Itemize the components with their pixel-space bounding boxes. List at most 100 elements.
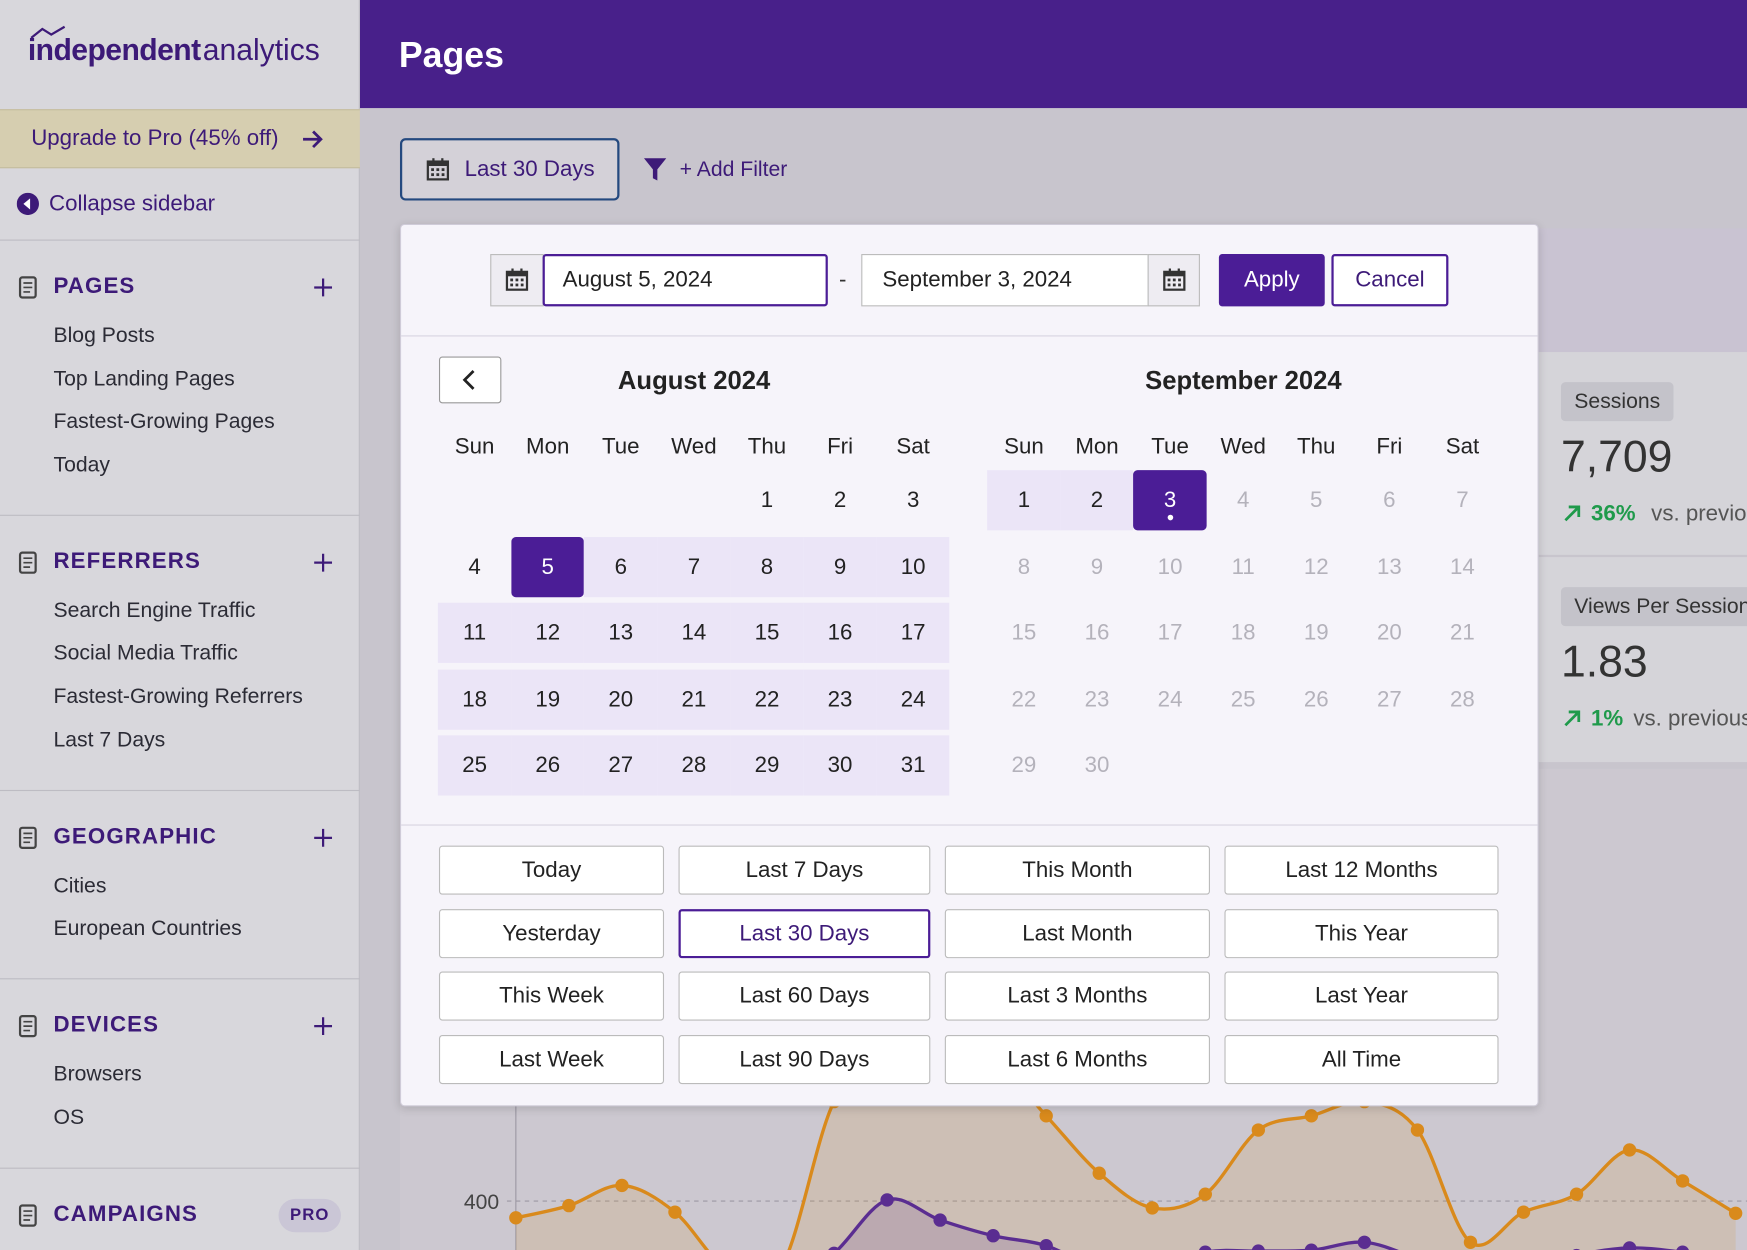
nav-item[interactable]: Cities xyxy=(53,874,107,898)
day-cell[interactable]: 8 xyxy=(730,537,804,598)
preset-button[interactable]: Last 60 Days xyxy=(678,971,931,1021)
preset-button[interactable]: This Month xyxy=(944,845,1210,895)
nav-item[interactable]: Browsers xyxy=(53,1063,142,1087)
preset-button[interactable]: Last Week xyxy=(438,1035,665,1085)
date-range-label[interactable]: Last 30 Days xyxy=(464,157,595,182)
day-cell[interactable]: 26 xyxy=(511,735,585,796)
day-cell[interactable]: 31 xyxy=(876,735,950,796)
nav-item[interactable]: Last 7 Days xyxy=(53,728,166,752)
day-cell[interactable]: 15 xyxy=(730,602,804,663)
day-cell[interactable]: 6 xyxy=(584,537,658,598)
picker-header-divider xyxy=(401,335,1538,337)
data-point xyxy=(1092,1166,1106,1180)
prev-month-button[interactable] xyxy=(438,356,502,404)
preset-button[interactable]: This Year xyxy=(1224,909,1499,959)
stat-change: 36% xyxy=(1591,501,1636,526)
day-cell[interactable]: 1 xyxy=(760,487,774,512)
add-button-glyph xyxy=(314,828,333,847)
apply-button[interactable]: Apply xyxy=(1218,254,1325,307)
day-cell: 10 xyxy=(1157,554,1183,579)
nav-item[interactable]: Social Media Traffic xyxy=(53,642,238,666)
day-cell: 8 xyxy=(1017,554,1031,579)
nav-item[interactable]: Fastest-Growing Pages xyxy=(53,410,275,434)
cancel-button[interactable]: Cancel xyxy=(1331,254,1449,307)
day-cell[interactable]: 20 xyxy=(584,669,658,730)
day-cell[interactable]: 23 xyxy=(803,669,877,730)
preset-button[interactable]: Last 7 Days xyxy=(678,845,931,895)
day-cell[interactable]: 3 xyxy=(1133,470,1207,531)
page-title: Pages xyxy=(398,34,504,75)
day-cell[interactable]: 29 xyxy=(730,735,804,796)
preset-button[interactable]: This Week xyxy=(438,971,665,1021)
day-cell: 14 xyxy=(1450,554,1475,579)
day-cell[interactable]: 5 xyxy=(511,537,585,598)
day-cell[interactable]: 7 xyxy=(657,537,731,598)
day-cell[interactable]: 12 xyxy=(511,602,585,663)
day-cell[interactable]: 22 xyxy=(730,669,804,730)
preset-button[interactable]: Last 6 Months xyxy=(944,1035,1210,1085)
day-cell[interactable]: 1 xyxy=(987,470,1061,531)
data-point xyxy=(615,1178,629,1193)
nav-item[interactable]: Blog Posts xyxy=(53,324,155,348)
day-cell[interactable]: 10 xyxy=(876,537,950,598)
preset-button[interactable]: Last 30 Days xyxy=(678,909,931,959)
section-title[interactable]: CAMPAIGNS xyxy=(53,1201,199,1227)
preset-button[interactable]: Yesterday xyxy=(438,909,665,959)
section-title[interactable]: REFERRERS xyxy=(53,549,201,574)
section-title[interactable]: PAGES xyxy=(53,274,136,299)
day-cell[interactable]: 16 xyxy=(803,602,877,663)
start-input[interactable]: August 5, 2024 xyxy=(542,254,828,307)
preset-button[interactable]: Last 3 Months xyxy=(944,971,1210,1021)
data-point xyxy=(1198,1187,1212,1201)
day-cell[interactable]: 21 xyxy=(657,669,731,730)
day-cell[interactable]: 3 xyxy=(906,487,920,512)
series-area xyxy=(837,1198,1665,1250)
pro-badge: PRO xyxy=(278,1198,341,1233)
preset-button[interactable]: Last Month xyxy=(944,909,1210,959)
section-icon xyxy=(16,825,41,855)
nav-item[interactable]: Search Engine Traffic xyxy=(53,599,256,623)
day-cell[interactable]: 17 xyxy=(876,602,950,663)
day-cell[interactable]: 19 xyxy=(511,669,585,730)
data-point xyxy=(1622,1143,1637,1157)
upgrade-arrow-glyph xyxy=(303,130,323,149)
section-title[interactable]: DEVICES xyxy=(53,1012,160,1038)
day-cell[interactable]: 28 xyxy=(657,735,731,796)
day-cell[interactable]: 24 xyxy=(876,669,950,730)
nav-item[interactable]: Top Landing Pages xyxy=(53,367,235,391)
y-tick-label: 400 xyxy=(464,1191,499,1214)
collapse-link[interactable]: Collapse sidebar xyxy=(49,191,216,217)
separator xyxy=(0,514,360,516)
day-cell[interactable]: 9 xyxy=(803,537,877,598)
data-point xyxy=(1357,1235,1372,1249)
day-cell[interactable]: 14 xyxy=(657,602,731,663)
preset-button[interactable]: Today xyxy=(438,845,665,895)
nav-item[interactable]: OS xyxy=(53,1106,85,1130)
weekday-label: Tue xyxy=(1151,434,1189,460)
day-cell[interactable]: 2 xyxy=(833,487,847,512)
preset-button[interactable]: All Time xyxy=(1224,1035,1499,1085)
day-cell[interactable]: 30 xyxy=(803,735,877,796)
nav-item[interactable]: Today xyxy=(53,453,110,477)
section-icon xyxy=(16,275,41,305)
day-cell[interactable]: 4 xyxy=(468,554,481,579)
add-filter[interactable]: + Add Filter xyxy=(679,158,788,182)
section-icon xyxy=(16,1203,41,1233)
upgrade-link[interactable]: Upgrade to Pro (45% off) xyxy=(31,125,279,151)
day-cell[interactable]: 27 xyxy=(584,735,658,796)
section-title[interactable]: GEOGRAPHIC xyxy=(53,824,217,849)
day-cell[interactable]: 2 xyxy=(1060,470,1134,531)
preset-button[interactable]: Last 12 Months xyxy=(1224,845,1499,895)
nav-item[interactable]: European Countries xyxy=(53,917,242,941)
day-cell: 4 xyxy=(1236,487,1250,512)
day-cell[interactable]: 25 xyxy=(438,735,512,796)
day-cell: 24 xyxy=(1157,686,1183,712)
preset-button[interactable]: Last 90 Days xyxy=(678,1035,931,1085)
header-bar xyxy=(359,0,1747,109)
day-cell[interactable]: 11 xyxy=(438,602,512,663)
preset-button[interactable]: Last Year xyxy=(1224,971,1499,1021)
day-cell[interactable]: 13 xyxy=(584,602,658,663)
nav-item[interactable]: Fastest-Growing Referrers xyxy=(53,685,303,709)
end-input[interactable]: September 3, 2024 xyxy=(861,254,1149,307)
day-cell[interactable]: 18 xyxy=(438,669,512,730)
